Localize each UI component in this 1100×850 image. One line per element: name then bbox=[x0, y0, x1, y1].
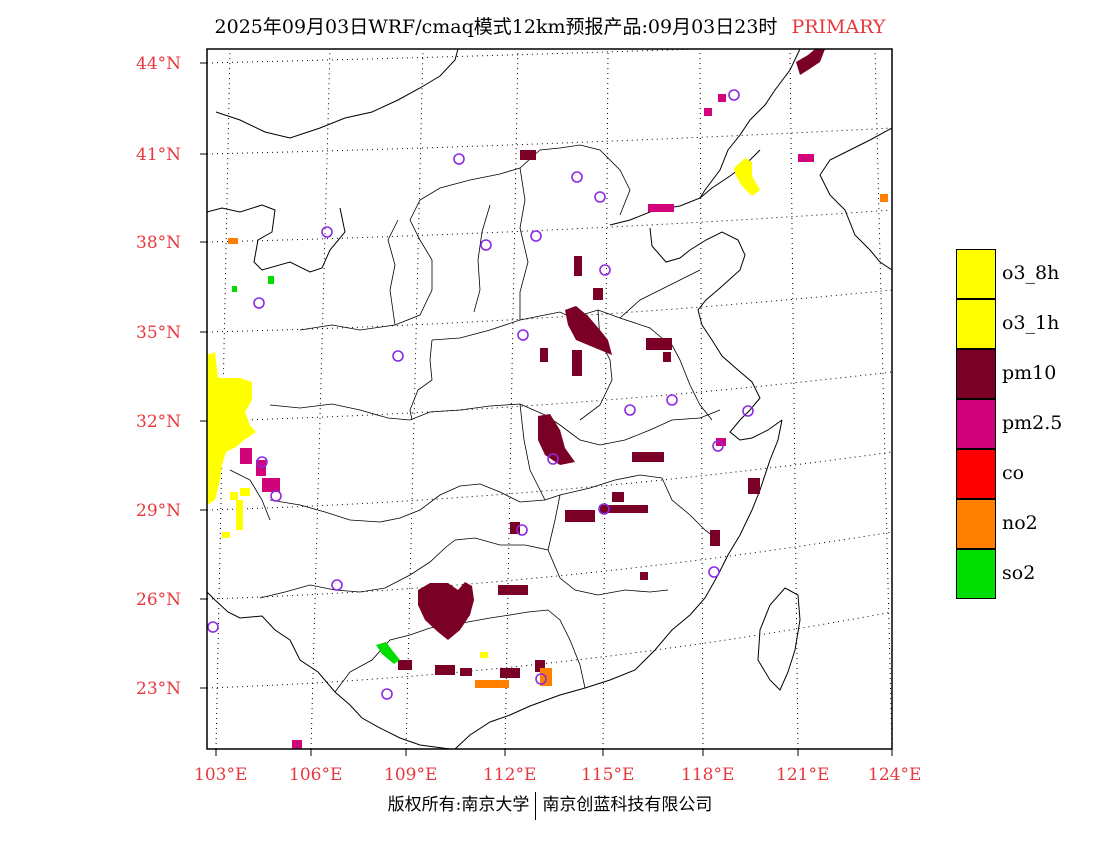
lat-label-32: 32°N bbox=[136, 412, 182, 432]
axis-ticks bbox=[200, 62, 893, 756]
copyright-footer: 版权所有:南京大学 南京创蓝科技有限公司 bbox=[0, 790, 1100, 820]
copyright-right: 南京创蓝科技有限公司 bbox=[542, 795, 713, 815]
legend-label-no2: no2 bbox=[1002, 512, 1038, 534]
legend-label-so2: so2 bbox=[1002, 562, 1036, 584]
pollutant-cells bbox=[207, 49, 888, 749]
so2-cells bbox=[232, 276, 400, 664]
title-text: 2025年09月03日WRF/cmaq模式12km预报产品:09月03日23时 bbox=[214, 16, 778, 38]
lon-label-103: 103°E bbox=[194, 765, 248, 785]
lon-label-115: 115°E bbox=[581, 765, 635, 785]
map-title: 2025年09月03日WRF/cmaq模式12km预报产品:09月03日23时 P… bbox=[0, 12, 1100, 39]
coastline bbox=[454, 149, 783, 749]
lat-label-44: 44°N bbox=[136, 54, 182, 74]
taiwan-outline bbox=[757, 587, 801, 691]
legend-label-pm25: pm2.5 bbox=[1002, 412, 1063, 434]
lat-label-26: 26°N bbox=[136, 590, 182, 610]
lat-label-41: 41°N bbox=[136, 145, 182, 165]
legend-swatch-co bbox=[956, 449, 996, 499]
legend-label-co: co bbox=[1002, 462, 1025, 484]
footer-separator bbox=[535, 791, 537, 820]
lon-label-124: 124°E bbox=[868, 765, 922, 785]
lat-label-38: 38°N bbox=[136, 233, 182, 253]
lat-label-35: 35°N bbox=[136, 323, 182, 343]
copyright-left: 版权所有:南京大学 bbox=[387, 795, 530, 815]
lat-label-23: 23°N bbox=[136, 679, 182, 699]
lon-label-112: 112°E bbox=[483, 765, 537, 785]
legend-swatch-pm10 bbox=[956, 349, 996, 399]
o3-cells bbox=[207, 158, 760, 658]
legend-label-o3-1h: o3_1h bbox=[1002, 312, 1060, 334]
lon-label-118: 118°E bbox=[681, 765, 735, 785]
city-site-markers bbox=[207, 89, 754, 700]
legend-swatch-so2 bbox=[956, 549, 996, 599]
legend-label-pm10: pm10 bbox=[1002, 362, 1057, 384]
legend-swatch-no2 bbox=[956, 499, 996, 549]
lon-label-106: 106°E bbox=[289, 765, 343, 785]
legend-swatch-pm25 bbox=[956, 399, 996, 449]
primary-tag: PRIMARY bbox=[791, 16, 886, 38]
legend-label-o3-8h: o3_8h bbox=[1002, 262, 1060, 284]
lat-label-29: 29°N bbox=[136, 501, 182, 521]
legend-swatch-o3-8h bbox=[956, 249, 996, 299]
latitude-gridlines bbox=[207, 49, 892, 689]
lon-label-109: 109°E bbox=[384, 765, 438, 785]
map-frame bbox=[206, 48, 893, 750]
legend-swatch-o3-1h bbox=[956, 299, 996, 349]
lon-label-121: 121°E bbox=[776, 765, 830, 785]
pm10-cells bbox=[398, 49, 825, 678]
